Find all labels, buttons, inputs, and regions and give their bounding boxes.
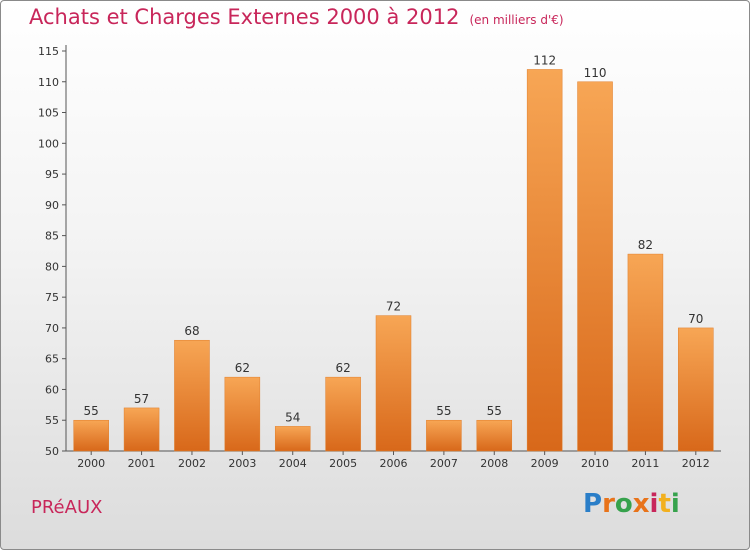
x-tick-label: 2002 bbox=[178, 457, 206, 470]
bar-2002 bbox=[174, 339, 210, 452]
y-tick-label: 70 bbox=[45, 322, 59, 335]
logo-letter: o bbox=[614, 489, 633, 519]
x-tick-label: 2012 bbox=[682, 457, 710, 470]
x-tick-label: 2004 bbox=[279, 457, 307, 470]
bar-value-label: 72 bbox=[386, 300, 401, 314]
y-tick-label: 80 bbox=[45, 260, 59, 273]
proxiti-logo: Proxiti bbox=[583, 489, 680, 519]
x-tick-label: 2009 bbox=[531, 457, 559, 470]
bar-2001 bbox=[123, 407, 160, 452]
y-tick-label: 60 bbox=[45, 383, 59, 396]
x-tick-label: 2008 bbox=[480, 457, 508, 470]
y-tick-label: 55 bbox=[45, 414, 59, 427]
x-tick-label: 2003 bbox=[228, 457, 256, 470]
bar-value-label: 62 bbox=[235, 361, 250, 375]
logo-letter: r bbox=[602, 489, 615, 519]
chart-subtitle: (en milliers d'€) bbox=[469, 13, 564, 27]
bar-value-label: 55 bbox=[84, 404, 99, 418]
chart-title-text: Achats et Charges Externes 2000 à 2012 bbox=[29, 5, 460, 29]
chart-axes: 50 55 60 65 70 75 80 85 90 95 100 105 110 115 2000 2001… bbox=[38, 45, 721, 470]
bar-2000 bbox=[73, 419, 109, 452]
x-tick-label: 2001 bbox=[128, 457, 156, 470]
x-tick-label: 2011 bbox=[631, 457, 659, 470]
logo-letter: P bbox=[583, 489, 603, 519]
bar-value-label: 62 bbox=[335, 361, 350, 375]
bar-value-label: 70 bbox=[688, 312, 703, 326]
x-tick-label: 2006 bbox=[380, 457, 408, 470]
bar-2008 bbox=[476, 419, 513, 452]
bar-value-label: 55 bbox=[436, 404, 451, 418]
logo-letter: x bbox=[632, 489, 650, 519]
bar-2009 bbox=[526, 69, 563, 452]
y-tick-label: 95 bbox=[45, 168, 59, 181]
y-tick-label: 115 bbox=[38, 45, 59, 58]
x-tick-label: 2000 bbox=[77, 457, 105, 470]
y-tick-label: 90 bbox=[45, 199, 59, 212]
bar-value-label: 110 bbox=[584, 66, 607, 80]
bar-value-label: 68 bbox=[184, 324, 199, 338]
bar-2003 bbox=[224, 376, 261, 452]
bar-2012 bbox=[678, 327, 714, 452]
y-tick-label: 50 bbox=[45, 445, 59, 458]
y-tick-label: 65 bbox=[45, 353, 59, 366]
logo-letter: t bbox=[658, 489, 671, 519]
x-tick-label: 2005 bbox=[329, 457, 357, 470]
bar-2011 bbox=[627, 253, 664, 452]
logo-letter: i bbox=[649, 489, 659, 519]
bar-value-label: 112 bbox=[533, 53, 556, 67]
bar-value-label: 82 bbox=[638, 238, 653, 252]
bar-value-label: 54 bbox=[285, 410, 300, 424]
bar-2006 bbox=[375, 315, 412, 452]
logo-letter: i bbox=[670, 489, 680, 519]
bar-2005 bbox=[325, 376, 361, 452]
x-tick-label: 2007 bbox=[430, 457, 458, 470]
y-tick-label: 105 bbox=[38, 107, 59, 120]
y-tick-label: 75 bbox=[45, 291, 59, 304]
y-tick-label: 100 bbox=[38, 137, 59, 150]
x-tick-label: 2010 bbox=[581, 457, 609, 470]
bar-value-label: 57 bbox=[134, 392, 149, 406]
bar-2007 bbox=[426, 419, 462, 452]
bar-2004 bbox=[274, 426, 311, 452]
y-tick-label: 110 bbox=[38, 76, 59, 89]
chart-bars: 55 57 68 62 54 62 72 55 55 112 110 82 70 bbox=[73, 53, 714, 452]
y-tick-label: 85 bbox=[45, 230, 59, 243]
chart-title: Achats et Charges Externes 2000 à 2012 (e… bbox=[29, 5, 564, 29]
bar-2010 bbox=[577, 81, 613, 452]
town-name: PRéAUX bbox=[31, 497, 103, 518]
bar-value-label: 55 bbox=[487, 404, 502, 418]
